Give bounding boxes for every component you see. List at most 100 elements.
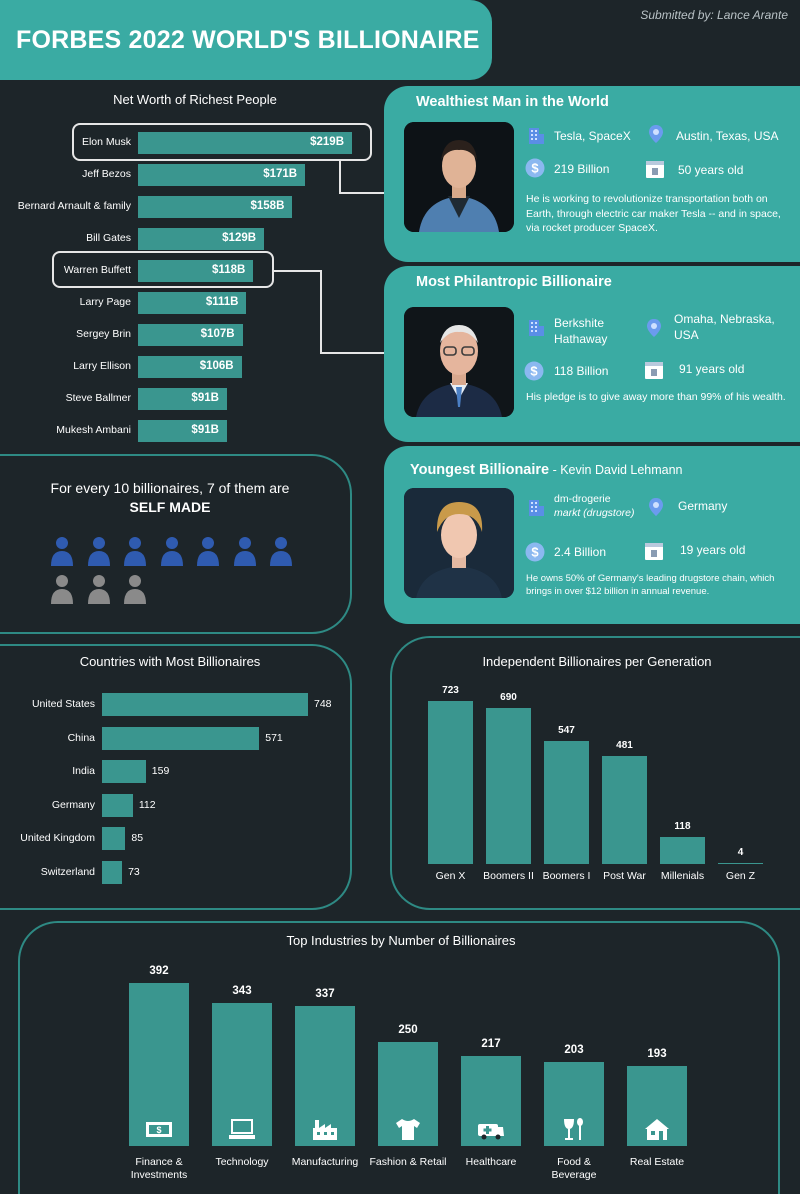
generation-panel: Independent Billionaires per Generation … <box>390 636 800 910</box>
industry-label: Finance & Investments <box>111 1156 207 1182</box>
industry-label-line: Investments <box>130 1169 188 1182</box>
self-made-statement: For every 10 billionaires, 7 of them are <box>50 480 290 496</box>
networth-value-label: $129B <box>222 232 257 244</box>
person-icon <box>270 537 292 566</box>
person-icon <box>233 537 256 566</box>
location-text-line2: USA <box>674 328 699 342</box>
svg-text:$: $ <box>530 364 538 379</box>
warren-buffett-photo <box>404 307 514 417</box>
generation-bar <box>544 740 589 864</box>
card-description: His pledge is to give away more than 99%… <box>526 391 786 403</box>
age-text: 50 years old <box>678 163 744 177</box>
money-icon: $ <box>146 1122 172 1137</box>
generation-value-label: 690 <box>500 692 517 704</box>
generation-label: Post War <box>603 870 646 882</box>
networth-category-label: Larry Ellison <box>73 360 131 372</box>
factory-icon <box>313 1120 337 1140</box>
person-icon <box>124 575 146 604</box>
location-text-line1: Omaha, Nebraska, <box>674 312 775 326</box>
country-bar <box>102 726 260 750</box>
industries-chart-title: Top Industries by Number of Billionaires <box>286 933 516 948</box>
calendar-icon <box>646 161 664 178</box>
age-text: 19 years old <box>680 543 746 557</box>
industry-label-line: Real Estate <box>629 1156 685 1168</box>
networth-bar <box>138 420 227 442</box>
card-title-name: - Kevin David Lehmann <box>549 463 683 477</box>
buffett-highlight-box <box>52 251 274 288</box>
dollar-icon: $ <box>524 361 544 381</box>
networth-bar <box>138 388 227 410</box>
generation-label: Boomers II <box>483 870 534 882</box>
industry-label-line: Beverage <box>551 1169 597 1182</box>
networth-chart-title: Net Worth of Richest People <box>113 92 277 107</box>
industry-value-label: 250 <box>398 1024 418 1037</box>
svg-text:$: $ <box>156 1125 161 1135</box>
generation-bar <box>602 755 647 864</box>
networth-category-label: Jeff Bezos <box>82 168 131 180</box>
industry-value-label: 217 <box>481 1037 501 1050</box>
country-value-label: 85 <box>131 832 144 844</box>
networth-value-label: $107B <box>200 328 235 340</box>
industry-label-line: Manufacturing <box>291 1156 359 1168</box>
country-bar <box>102 760 146 783</box>
card-description: He owns 50% of Germany's leading drugsto… <box>526 573 775 598</box>
networth-bar <box>138 164 306 186</box>
generation-label: Millenials <box>660 870 705 882</box>
networth-bar <box>138 196 293 218</box>
building-icon <box>529 128 544 144</box>
generation-value-label: 118 <box>674 821 691 833</box>
networth-category-label: Bill Gates <box>86 232 131 244</box>
country-label: India <box>72 765 95 777</box>
svg-text:$: $ <box>531 545 539 560</box>
networth-category-label: Larry Page <box>79 296 131 308</box>
industry-label: Fashion & Retail <box>360 1156 456 1169</box>
submitted-by: Submitted by: Lance Arante <box>640 8 788 22</box>
page-title: FORBES 2022 WORLD'S BILLIONAIRE <box>16 25 480 54</box>
networth-bar <box>138 260 254 282</box>
networth-category-label: Elon Musk <box>81 136 131 148</box>
industry-bar <box>295 1005 355 1146</box>
connector-line <box>339 161 341 193</box>
generation-value-label: 481 <box>616 739 633 751</box>
networth-bar <box>138 324 243 346</box>
networth-category-label: Sergey Brin <box>76 328 131 340</box>
countries-chart: United States 748 China 571 India 159 Germany 1… <box>0 646 350 908</box>
ambulance-icon <box>478 1124 504 1140</box>
networth-chart: Elon Musk $219B Jeff Bezos $171B Bernard Arn… <box>0 110 390 450</box>
connector-line <box>274 270 322 272</box>
industries-chart: 392 $ Finance & Investments 343 Technology 337… <box>20 923 780 1194</box>
company-text-line1: dm-drogerie <box>554 493 611 505</box>
self-made-panel: For every 10 billionaires, 7 of them are… <box>0 454 352 634</box>
generation-label: Boomers I <box>542 870 591 882</box>
card-title-main: Youngest Billionaire <box>410 462 550 478</box>
person-icon <box>87 537 110 566</box>
generation-chart: 723 Gen X 690 Boomers II 547 Boomers I 481 Post… <box>392 638 800 908</box>
industry-label-line: Healthcare <box>465 1156 517 1168</box>
country-bar <box>102 793 133 817</box>
house-icon <box>645 1119 669 1140</box>
worth-text: 219 Billion <box>554 162 610 176</box>
industry-label-line: Technology <box>215 1156 269 1168</box>
card-title: Most Philantropic Billionaire <box>416 274 612 290</box>
networth-category-label: Mukesh Ambani <box>56 424 131 436</box>
elon-highlight-box <box>72 123 372 161</box>
location-pin-icon <box>649 125 663 143</box>
countries-chart-title: Countries with Most Billionaires <box>79 654 261 669</box>
industry-bar <box>129 983 189 1146</box>
country-label: Germany <box>51 798 95 811</box>
dollar-icon: $ <box>525 542 545 562</box>
generation-value-label: 547 <box>558 724 575 736</box>
generation-label: Gen Z <box>725 870 756 882</box>
networth-value-label: $91B <box>191 392 219 404</box>
location-pin-icon <box>649 498 663 516</box>
networth-category-label: Warren Buffett <box>63 264 131 276</box>
building-icon <box>529 500 544 516</box>
connector-line <box>320 270 322 354</box>
industry-label: Manufacturing <box>277 1156 373 1169</box>
youngest-card: Youngest Billionaire - Kevin David Lehma… <box>384 446 800 624</box>
person-icon <box>51 537 73 566</box>
title-banner: FORBES 2022 WORLD'S BILLIONAIRE <box>0 0 492 80</box>
shirt-icon <box>396 1119 420 1140</box>
location-text: Germany <box>678 499 728 513</box>
person-icon <box>87 575 110 604</box>
